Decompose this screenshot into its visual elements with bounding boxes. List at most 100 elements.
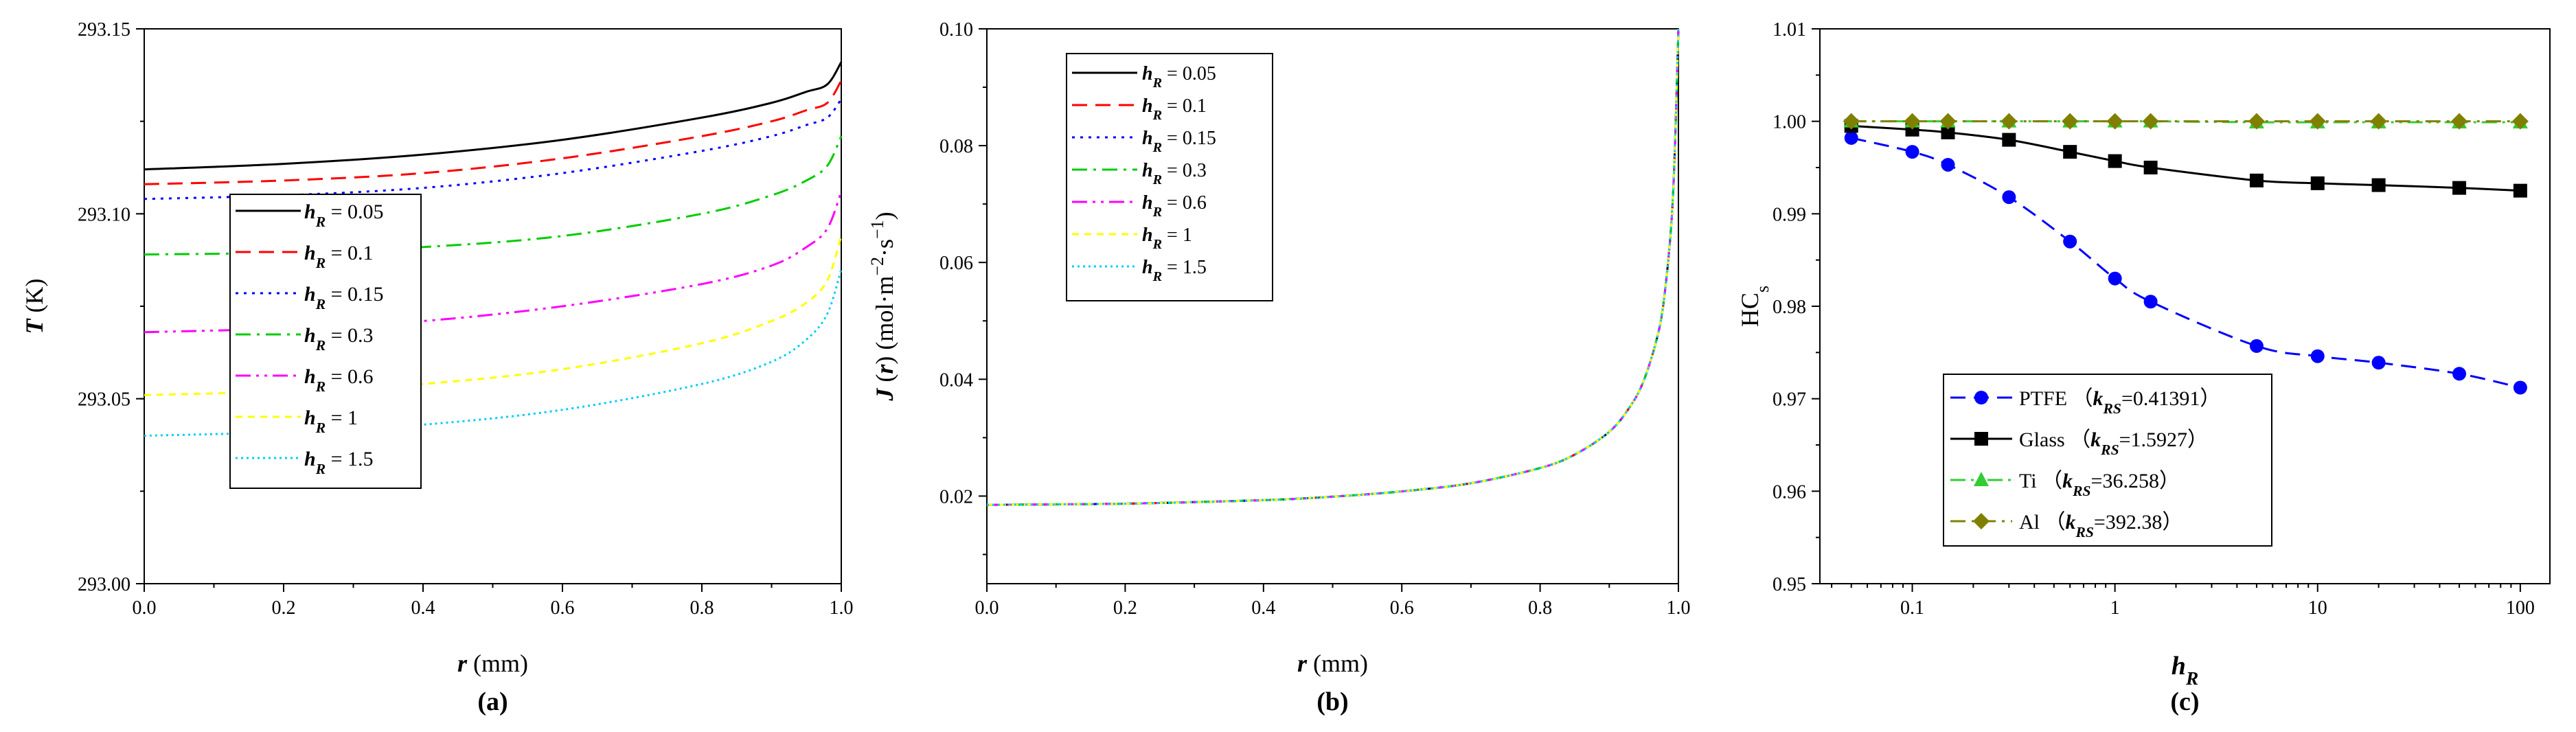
- data-point: [2371, 178, 2386, 192]
- data-point: [2451, 113, 2468, 130]
- x-axis-label: r (mm): [1297, 650, 1368, 677]
- y-tick-label: 0.96: [1773, 481, 1806, 503]
- data-point: [2142, 113, 2159, 130]
- x-tick-label: 0.0: [133, 597, 157, 619]
- x-tick-label: 1.0: [1667, 597, 1691, 619]
- data-point: [2513, 380, 2527, 395]
- y-axis-label: J (r) (mol·m−2·s−1): [867, 211, 899, 401]
- y-tick-label: 1.00: [1773, 112, 1806, 133]
- legend-box: [1066, 53, 1273, 301]
- y-tick-label: 0.98: [1773, 297, 1806, 318]
- legend-box: [1943, 374, 2272, 547]
- legend-label: hR = 1: [1142, 225, 1192, 252]
- series-line: [144, 191, 843, 334]
- legend-label: hR = 0.3: [304, 324, 374, 354]
- x-tick-label: 1.0: [830, 597, 854, 619]
- legend-label: Glass （kRS=1.5927）: [2019, 428, 2208, 458]
- y-tick-label: 0.04: [939, 369, 973, 391]
- data-point: [2001, 113, 2018, 130]
- data-point: [2371, 356, 2386, 370]
- data-point: [2452, 181, 2467, 195]
- data-point: [2248, 113, 2265, 130]
- panel-c: 0.95 0.96 0.97 0.98 0.99 1.00 1.01 0.1 1 10 100 PTF…: [1736, 19, 2551, 716]
- x-tick-label: 0.2: [1113, 597, 1137, 619]
- x-axis-label: r (mm): [457, 650, 528, 677]
- y-tick-label: 293.15: [78, 19, 130, 41]
- legend-label: hR = 1: [304, 407, 358, 436]
- legend-label: PTFE （kRS=0.41391）: [2019, 387, 2220, 417]
- data-point: [2310, 176, 2325, 190]
- y-tick-label: 0.02: [939, 486, 973, 507]
- legend-label: hR = 0.05: [1142, 63, 1216, 91]
- x-tick-label: 1: [2110, 597, 2120, 619]
- series-line: [986, 28, 1680, 506]
- series-line: [1851, 137, 2521, 389]
- data-point: [1941, 157, 1955, 172]
- x-axis-label: hR: [2172, 652, 2198, 689]
- y-axis-label: T (K): [21, 279, 48, 334]
- data-point: [1844, 130, 1858, 145]
- data-point: [1974, 391, 1988, 404]
- data-point: [1905, 145, 1919, 159]
- data-point: [1973, 513, 1990, 529]
- data-point: [2106, 113, 2123, 130]
- legend: PTFE （kRS=0.41391） Glass （kRS=1.5927） Ti （…: [1943, 374, 2272, 547]
- data-point: [2511, 113, 2529, 130]
- y-axis-label: HCs: [1736, 286, 1773, 327]
- x-tick-label: 0.4: [411, 597, 435, 619]
- data-point: [2452, 367, 2467, 381]
- data-point: [1974, 432, 1988, 446]
- x-tick-label: 10: [2308, 597, 2327, 619]
- legend-label: Ti （kRS=36.258）: [2019, 470, 2180, 499]
- data-point: [2002, 133, 2016, 147]
- y-tick-label: 0.97: [1773, 389, 1806, 411]
- data-point: [2370, 113, 2387, 130]
- series-line: [144, 80, 843, 185]
- x-tick-label: 0.6: [551, 597, 575, 619]
- x-tick-label: 0.6: [1390, 597, 1414, 619]
- legend-label: hR = 0.05: [304, 201, 384, 230]
- y-tick-label: 0.95: [1773, 574, 1806, 595]
- data-point: [2063, 145, 2077, 159]
- legend-label: hR = 1.5: [1142, 257, 1207, 284]
- legend-label: hR = 0.1: [304, 242, 374, 271]
- x-tick-label: 0.8: [690, 597, 714, 619]
- y-tick-label: 293.00: [78, 574, 130, 595]
- data-point: [2249, 339, 2264, 353]
- data-point: [2002, 190, 2016, 205]
- x-tick-label: 0.1: [1900, 597, 1924, 619]
- data-point: [2513, 183, 2527, 198]
- panel-a: 293.00 293.05 293.10 293.15 0.0 0.2 0.4 0.6 0.8 1…: [21, 19, 854, 716]
- data-point: [2108, 154, 2122, 168]
- series-line: [144, 61, 843, 171]
- legend: hR = 0.05 hR = 0.1 hR = 0.15 hR = 0.3 hR = 0…: [229, 194, 422, 489]
- data-point: [1904, 113, 1921, 130]
- x-tick-label: 0.0: [975, 597, 999, 619]
- data-point: [2063, 234, 2077, 249]
- series-line: [144, 98, 843, 201]
- x-tick-label: 0.2: [272, 597, 296, 619]
- x-tick-label: 100: [2506, 597, 2535, 619]
- data-point: [2249, 173, 2264, 187]
- panel-b: 0.02 0.04 0.06 0.08 0.10 0.0 0.2 0.4 0.6 0.8 1.0 hR…: [867, 19, 1691, 716]
- legend-label: hR = 0.15: [1142, 128, 1216, 155]
- panel-caption: (a): [477, 687, 508, 716]
- legend-box: [229, 194, 422, 489]
- data-point: [2143, 161, 2158, 174]
- series-line: [144, 236, 843, 396]
- x-tick-label: 0.8: [1528, 597, 1552, 619]
- data-point: [2143, 295, 2158, 309]
- data-point: [2310, 349, 2325, 363]
- y-tick-label: 1.01: [1773, 19, 1806, 41]
- data-point: [1939, 113, 1957, 130]
- y-tick-label: 0.08: [939, 136, 973, 157]
- data-point: [1843, 113, 1860, 130]
- y-tick-label: 293.10: [78, 204, 130, 225]
- legend: hR = 0.05 hR = 0.1 hR = 0.15 hR = 0.3 hR = 0…: [1066, 53, 1273, 301]
- y-tick-label: 0.06: [939, 253, 973, 274]
- legend-label: hR = 0.1: [1142, 95, 1207, 123]
- legend-label: hR = 0.3: [1142, 160, 1207, 187]
- y-tick-label: 0.99: [1773, 204, 1806, 225]
- data-point: [2062, 113, 2079, 130]
